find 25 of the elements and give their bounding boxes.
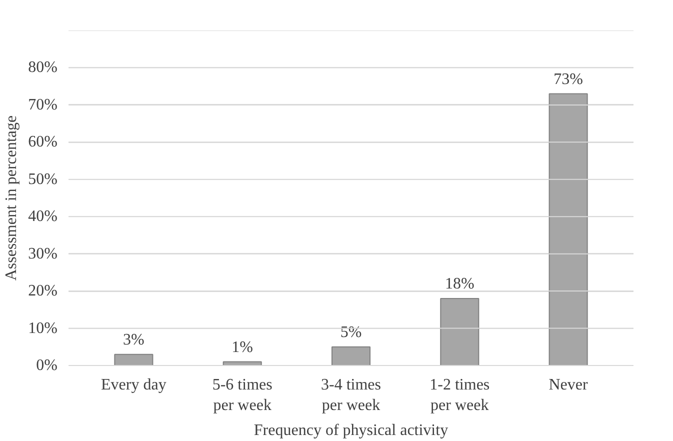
y-tick-label: 70%: [28, 96, 58, 114]
x-tick-label: 5-6 times per week: [212, 376, 272, 414]
bar: [331, 346, 371, 366]
x-axis-title: Frequency of physical activity: [254, 422, 448, 439]
data-label: 3%: [123, 331, 144, 348]
x-tick-label: 3-4 times per week: [321, 376, 382, 414]
y-tick-label: 50%: [28, 170, 58, 188]
data-label: 18%: [444, 276, 474, 292]
x-tick-label: Never: [548, 376, 589, 394]
x-tick-label: Every day: [101, 376, 166, 394]
y-tick-label: 40%: [28, 208, 58, 226]
data-label: 1%: [232, 338, 254, 356]
y-tick-label: 80%: [28, 59, 58, 76]
bar: [114, 354, 154, 366]
x-tick-label: 1-2 times per week: [430, 376, 490, 414]
y-axis-title: Assessment in percentage: [3, 115, 20, 281]
y-tick-label: 10%: [28, 320, 58, 337]
bar: [440, 298, 480, 366]
data-label: 73%: [554, 70, 583, 88]
y-tick-label: 20%: [28, 282, 58, 300]
y-tick-label: 30%: [28, 245, 58, 262]
y-tick-label: 0%: [36, 357, 58, 374]
y-tick-label: 60%: [28, 134, 58, 151]
data-label: 5%: [340, 324, 362, 341]
bar: [548, 93, 588, 366]
